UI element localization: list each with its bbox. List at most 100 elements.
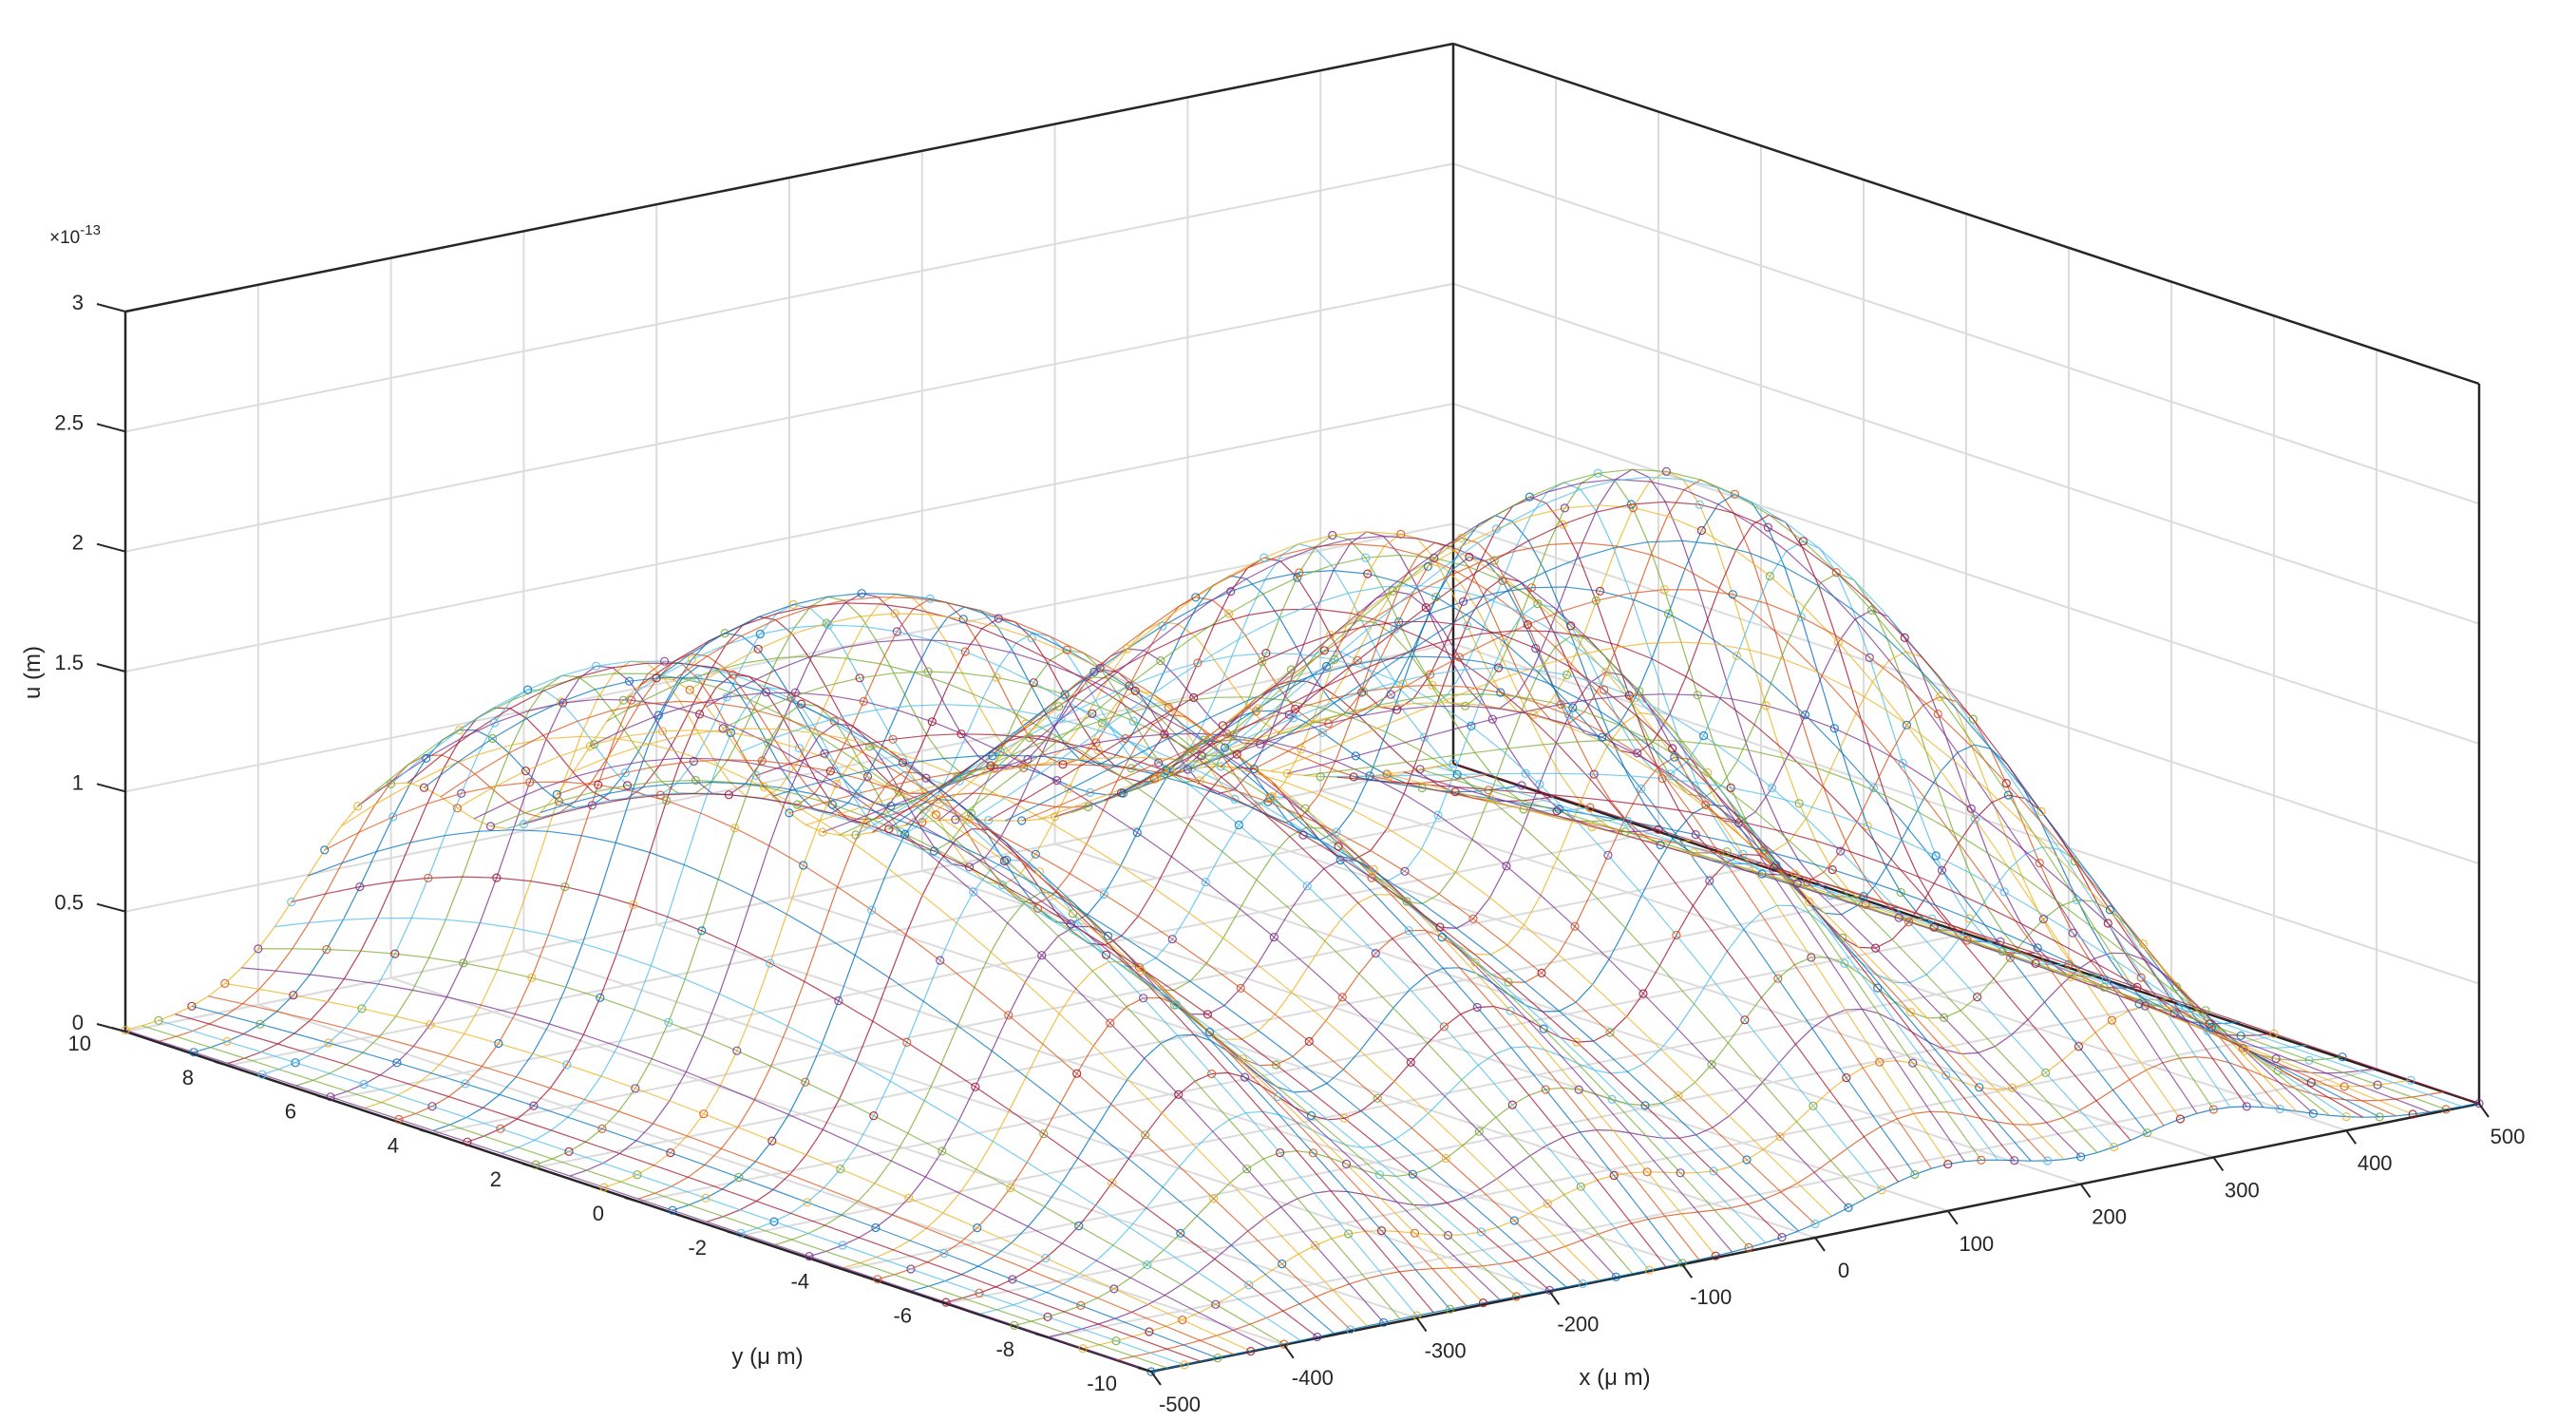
data-point [1043, 1312, 1052, 1322]
data-point [1332, 827, 1341, 837]
data-point [838, 1241, 847, 1250]
data-point [631, 1084, 640, 1093]
data-point [853, 788, 862, 799]
data-point [1388, 586, 1398, 596]
data-point [2101, 975, 2111, 985]
data-point [1295, 568, 1304, 578]
data-point [2110, 1142, 2119, 1152]
data-point [1308, 1148, 1318, 1158]
data-point [1906, 1007, 1916, 1017]
data-point [1576, 1182, 1585, 1191]
data-point [1435, 922, 1445, 932]
mesh-line-x [606, 655, 1634, 1275]
data-point [906, 1264, 916, 1274]
data-point [1622, 816, 1632, 826]
data-point [1189, 692, 1199, 703]
data-point [1661, 466, 1672, 476]
data-point [1496, 688, 1506, 697]
data-point [1695, 500, 1704, 509]
data-point [796, 699, 806, 709]
grid-lines [124, 43, 2480, 1373]
data-point [594, 780, 603, 789]
data-point [287, 897, 296, 907]
x-tick-label: 400 [2358, 1151, 2393, 1175]
data-point [597, 1124, 607, 1134]
data-point [1160, 729, 1169, 739]
z-axis-label: u (m) [20, 646, 46, 699]
data-point [1062, 645, 1071, 654]
data-point [755, 629, 765, 639]
data-point [938, 1146, 947, 1156]
mesh-line-x [124, 1029, 1152, 1373]
data-point [1558, 520, 1567, 529]
data-point [971, 1082, 980, 1091]
data-point [1275, 1147, 1285, 1158]
x-tick [1548, 1290, 1561, 1305]
data-point [1125, 681, 1134, 691]
x-tick-label: -200 [1557, 1312, 1599, 1336]
data-point [2010, 1156, 2019, 1165]
data-point [898, 758, 908, 767]
data-point [1506, 1006, 1515, 1015]
data-point [1898, 758, 1907, 768]
data-point [1394, 617, 1404, 627]
data-point [2208, 1105, 2218, 1114]
data-point [655, 790, 666, 800]
z-tick-label: 3 [72, 291, 84, 314]
z-tick [96, 902, 126, 913]
mesh-line-x [142, 1025, 1168, 1369]
data-point [1543, 1199, 1552, 1208]
z-tick [96, 423, 126, 433]
data-point [1029, 678, 1038, 688]
data-point [767, 1136, 777, 1146]
data-point [2008, 1083, 2017, 1093]
data-point [1326, 630, 1335, 640]
data-point [2273, 1066, 2282, 1075]
data-point [1698, 730, 1709, 741]
data-point [1810, 1219, 1820, 1229]
data-point [801, 1077, 810, 1087]
data-point [220, 978, 230, 989]
data-point [1519, 805, 1528, 814]
data-point [1226, 586, 1236, 597]
z-tick [96, 783, 126, 793]
x-tick-label: 300 [2225, 1178, 2260, 1202]
data-point [1443, 1230, 1453, 1241]
data-point [1472, 1002, 1482, 1013]
data-point [1070, 921, 1080, 932]
z-exponent-power: -13 [80, 222, 101, 238]
data-point [1450, 786, 1460, 797]
data-point [766, 958, 775, 968]
data-point [929, 846, 939, 856]
data-point [1184, 747, 1195, 757]
data-point [457, 788, 466, 798]
data-point [1186, 764, 1197, 773]
data-point [485, 822, 496, 831]
data-point [2142, 1128, 2152, 1138]
data-point [1873, 983, 1883, 993]
data-point [427, 1102, 437, 1111]
data-point [1123, 644, 1132, 654]
z-tick-label: 0.5 [54, 891, 84, 915]
data-point [556, 697, 566, 707]
data-point [1970, 814, 1979, 824]
y-tick-label: 8 [182, 1066, 194, 1089]
data-point [734, 1172, 744, 1183]
x-tick [2478, 1103, 2490, 1118]
data-point [1199, 735, 1208, 745]
y-axis-label: y (μ m) [731, 1344, 803, 1370]
data-point [1317, 728, 1327, 737]
grid-line-side-z [1452, 403, 2480, 745]
data-point [1367, 873, 1376, 882]
data-point [1291, 704, 1300, 713]
data-point [1771, 861, 1781, 870]
data-point [1705, 876, 1714, 885]
mesh-line-x [672, 597, 1700, 1260]
x-tick [1946, 1210, 1959, 1225]
data-point [1535, 779, 1544, 789]
data-point [1541, 1085, 1550, 1094]
data-point [1437, 932, 1447, 942]
data-point [1273, 1091, 1283, 1102]
x-tick-label: -100 [1690, 1285, 1732, 1309]
mesh-line-x [1270, 641, 2298, 1112]
